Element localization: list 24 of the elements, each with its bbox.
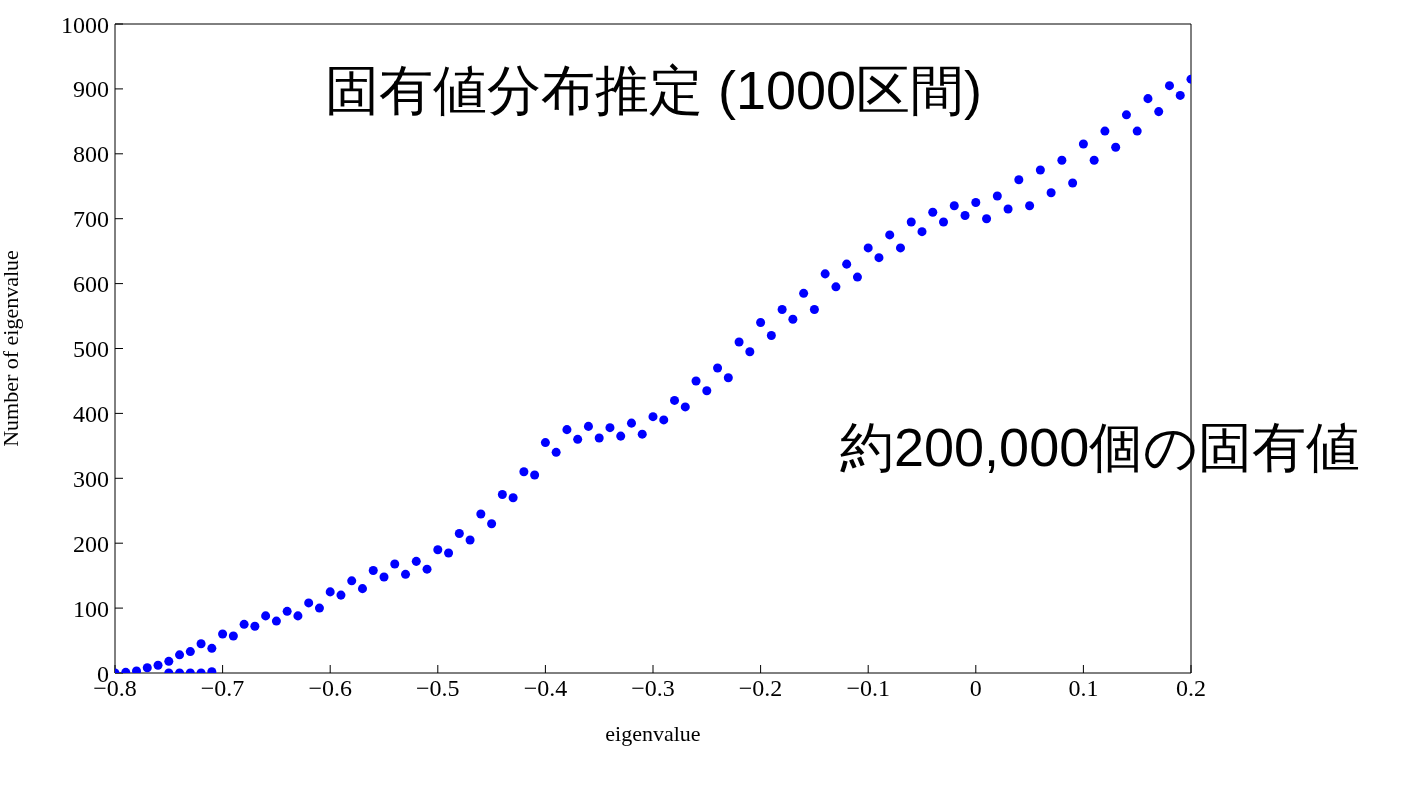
y-tick-label: 500: [73, 336, 109, 363]
x-axis-title: eigenvalue: [605, 721, 701, 746]
y-tick-label: 600: [73, 271, 109, 298]
x-tick-label: −0.7: [200, 675, 245, 702]
x-tick-label: −0.1: [846, 675, 890, 702]
y-tick-label: 100: [73, 595, 109, 622]
x-tick-label: −0.4: [523, 675, 568, 702]
y-tick-label: 800: [73, 141, 109, 168]
x-tick-label: −0.2: [738, 675, 783, 702]
y-tick-label: 1000: [61, 11, 109, 38]
y-tick-label: 700: [73, 206, 109, 233]
text: 固有値分布推定 (1000区間): [323, 59, 984, 122]
x-tick-label: −0.6: [308, 675, 352, 702]
x-tick-label: −0.5: [416, 675, 460, 702]
x-tick-label: 0.1: [1068, 675, 1099, 702]
y-axis-title: Number of eigenvalue: [0, 250, 23, 447]
x-tick-label: −0.3: [631, 675, 675, 702]
annotation: 約200,000個の固有値: [840, 416, 1361, 479]
x-tick-label: 0.2: [1176, 675, 1206, 702]
y-tick-label: 900: [73, 76, 109, 103]
y-tick-label: 300: [73, 465, 109, 492]
y-tick-label: 200: [73, 530, 109, 557]
x-tick-label: 0: [969, 675, 982, 702]
y-tick-label: 400: [73, 400, 109, 427]
